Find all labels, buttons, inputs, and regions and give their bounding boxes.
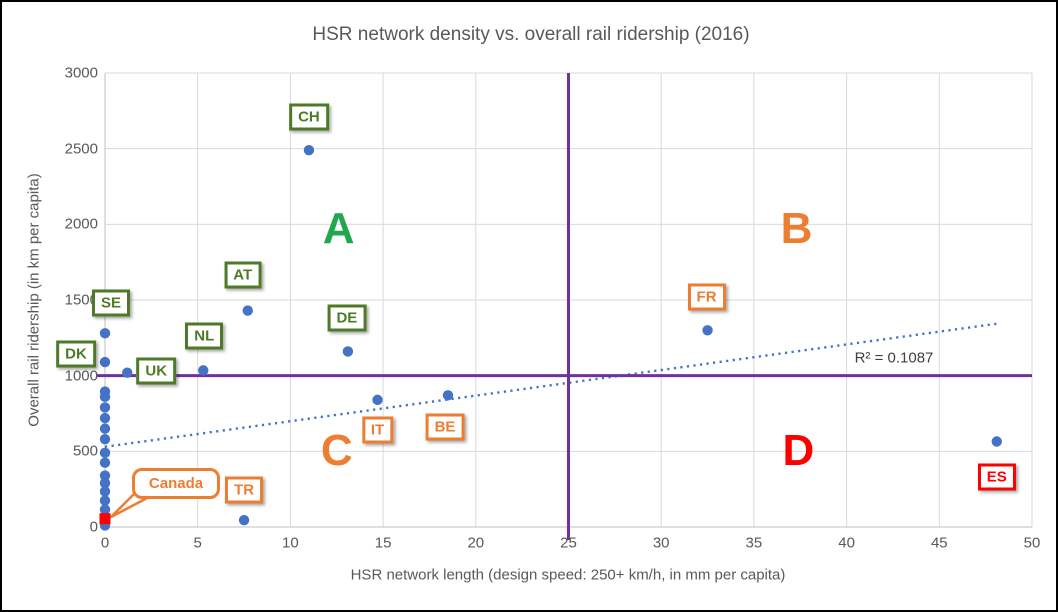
chart-title: HSR network density vs. overall rail rid…: [312, 24, 750, 45]
country-label-IT: IT: [361, 416, 394, 444]
data-point: [99, 447, 111, 459]
data-point: [99, 412, 111, 424]
country-label-TR: TR: [225, 476, 264, 504]
canada-callout: Canada: [132, 468, 220, 499]
x-tick-label: 45: [930, 534, 948, 552]
data-point-CH: [303, 144, 315, 156]
data-point-TR: [238, 514, 250, 526]
data-point: [99, 402, 111, 413]
data-point-BE: [442, 390, 454, 401]
country-label-DK: DK: [56, 340, 96, 368]
data-point-DK: [99, 356, 111, 368]
data-point-UK: [122, 367, 133, 378]
x-tick-label: 15: [374, 534, 392, 552]
data-point-ES: [991, 436, 1002, 447]
quadrant-label-B: B: [780, 203, 813, 253]
country-label-AT: AT: [224, 261, 262, 289]
x-tick-label: 50: [1023, 534, 1041, 552]
quadrant-label-A: A: [322, 203, 355, 253]
x-tick-label: 30: [652, 534, 670, 552]
x-tick-label: 20: [467, 534, 485, 552]
data-point: [99, 391, 111, 403]
y-tick-label: 0: [89, 518, 98, 536]
country-label-ES: ES: [977, 463, 1016, 491]
x-tick-label: 40: [838, 534, 855, 552]
trendline: [104, 322, 999, 448]
data-point-IT: [372, 394, 383, 406]
country-label-BE: BE: [425, 413, 465, 441]
y-tick-label: 500: [72, 442, 98, 460]
x-axis-title: HSR network length (design speed: 250+ k…: [350, 566, 786, 584]
data-point: [99, 457, 111, 468]
country-label-UK: UK: [136, 357, 177, 385]
data-point-SE: [99, 328, 111, 339]
data-point-FR: [702, 325, 713, 336]
y-tick-label: 2000: [64, 215, 98, 233]
x-tick-label: 35: [745, 534, 763, 552]
data-point: [99, 504, 111, 515]
quadrant-label-C: C: [320, 426, 353, 476]
data-point: [99, 495, 111, 506]
y-tick-label: 3000: [64, 64, 98, 82]
quadrant-label-D: D: [782, 426, 815, 476]
data-point: [99, 486, 111, 497]
data-point-canada: [99, 513, 111, 525]
y-tick-label: 1500: [64, 291, 98, 309]
r-squared-label: R² = 0.1087: [854, 349, 934, 367]
x-tick-label: 5: [193, 534, 202, 552]
data-point-NL: [198, 365, 209, 376]
x-tick-label: 10: [282, 534, 299, 552]
data-point-DE: [342, 346, 354, 357]
country-label-FR: FR: [687, 283, 726, 311]
data-point: [99, 434, 111, 445]
data-point: [99, 470, 111, 481]
country-label-SE: SE: [91, 289, 131, 317]
y-axis-title: Overall rail ridership (in km per capita…: [25, 173, 43, 427]
canada-callout-label: Canada: [148, 475, 204, 492]
country-label-NL: NL: [185, 322, 224, 350]
data-point-AT: [242, 305, 253, 316]
x-tick-label: 0: [100, 534, 110, 552]
country-label-CH: CH: [289, 103, 329, 131]
data-point: [99, 423, 111, 434]
y-tick-label: 2500: [64, 140, 98, 158]
x-tick-label: 25: [560, 534, 577, 552]
country-label-DE: DE: [327, 304, 367, 332]
data-point: [99, 477, 111, 489]
y-tick-label: 1000: [64, 367, 98, 385]
